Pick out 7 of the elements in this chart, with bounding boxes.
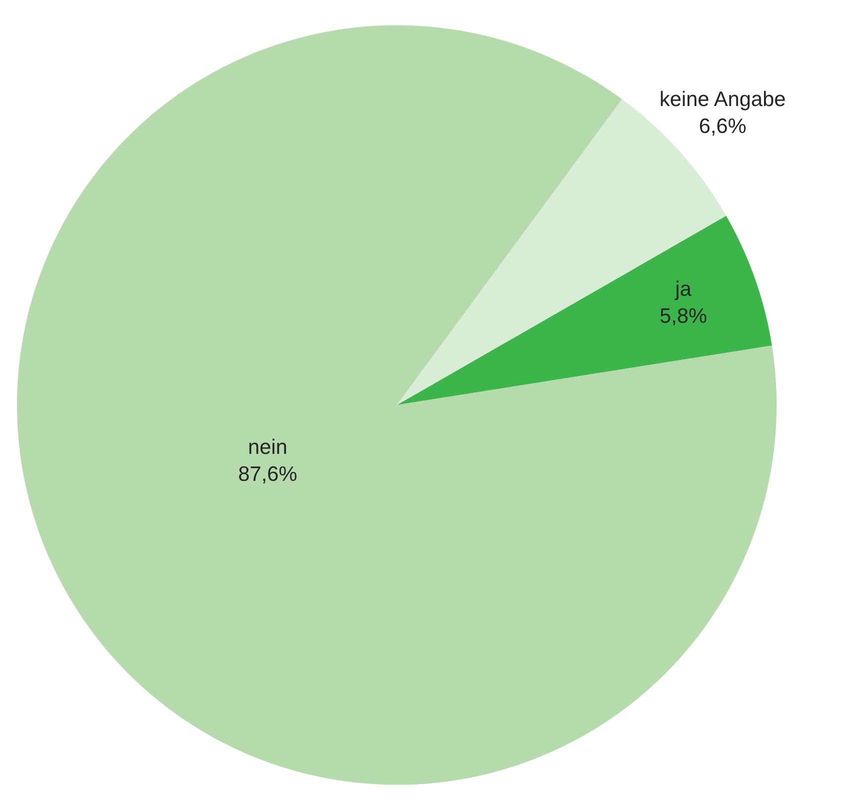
data-label: 5,8%: [660, 308, 706, 326]
slice-label: ja: [674, 280, 692, 300]
pie-slice: [396, 216, 772, 405]
data-label: 6,6%: [700, 118, 746, 136]
data-label: 87,6%: [239, 466, 296, 484]
slice-label: keine Angabe: [660, 90, 785, 110]
slice-label: nein: [249, 438, 286, 454]
